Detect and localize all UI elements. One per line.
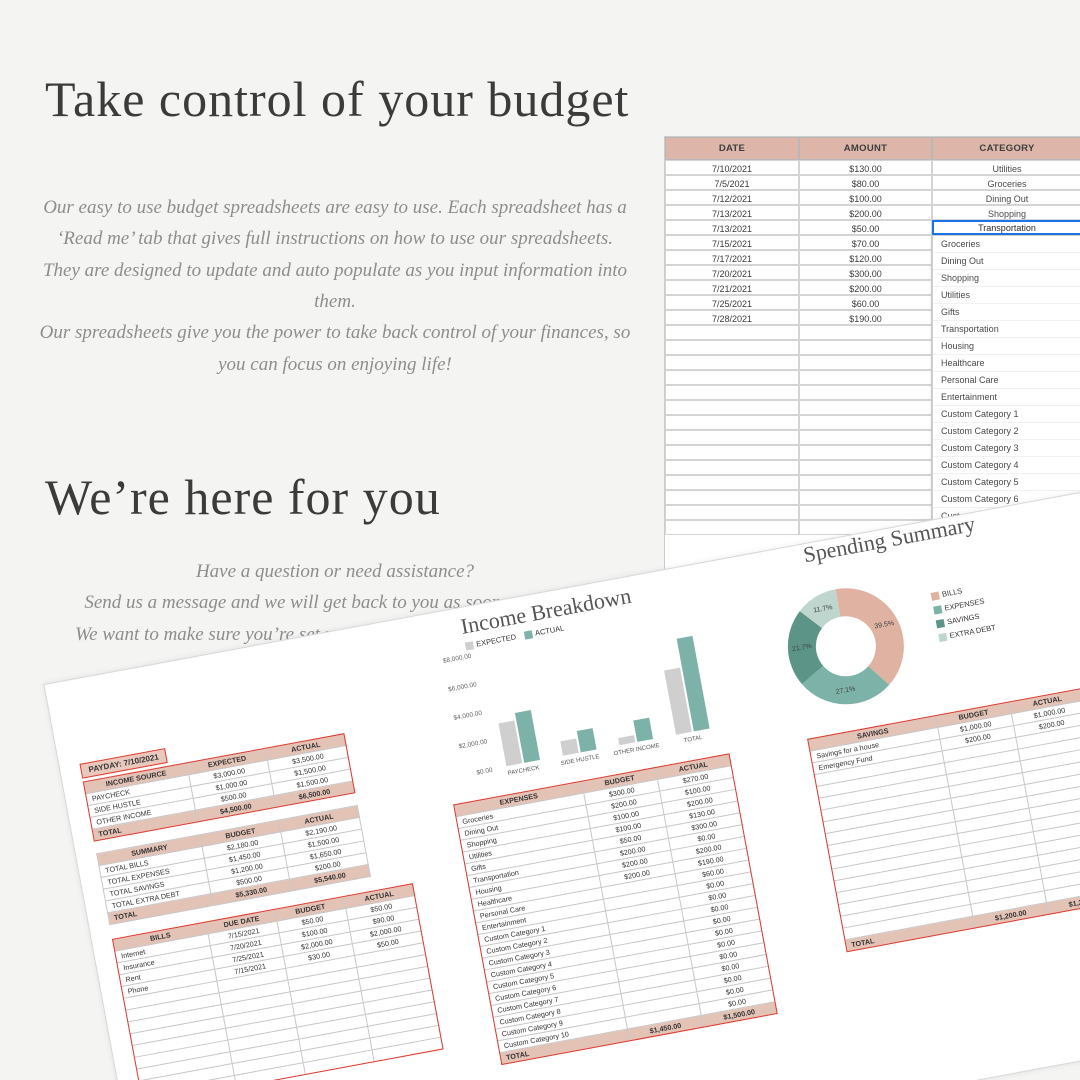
cell-date[interactable]: 7/25/2021: [665, 295, 799, 310]
cell-amount[interactable]: $300.00: [799, 265, 932, 280]
cell-date[interactable]: 7/28/2021: [665, 310, 799, 325]
svg-text:$8,000.00: $8,000.00: [442, 653, 472, 665]
dropdown-option[interactable]: Transportation: [933, 321, 1080, 338]
table-row: 7/20/2021$300.00: [665, 265, 932, 280]
table-row: [665, 355, 932, 370]
svg-text:SIDE HUSTLE: SIDE HUSTLE: [560, 754, 600, 767]
cell-amount[interactable]: [799, 370, 932, 385]
cell-amount[interactable]: $120.00: [799, 250, 932, 265]
dropdown-option[interactable]: Dining Out: [933, 253, 1080, 270]
svg-text:$4,000.00: $4,000.00: [453, 710, 483, 722]
cell-category[interactable]: Shopping: [932, 205, 1080, 220]
cell-date[interactable]: 7/17/2021: [665, 250, 799, 265]
svg-text:PAYCHECK: PAYCHECK: [507, 765, 540, 777]
cell-date[interactable]: [665, 355, 799, 370]
expenses-table: EXPENSESBUDGETACTUALGroceries$300.00$270…: [453, 753, 778, 1065]
cell-amount[interactable]: $60.00: [799, 295, 932, 310]
dropdown-option[interactable]: Shopping: [933, 270, 1080, 287]
cell-category[interactable]: Utilities: [932, 160, 1080, 175]
cell-date[interactable]: 7/15/2021: [665, 235, 799, 250]
svg-text:TOTAL: TOTAL: [684, 735, 704, 744]
dropdown-option[interactable]: Housing: [933, 338, 1080, 355]
legend-swatch-actual: [524, 630, 533, 639]
category-dropdown-selected[interactable]: Transportation: [932, 220, 1080, 235]
cell-amount[interactable]: $80.00: [799, 175, 932, 190]
cell-date[interactable]: 7/12/2021: [665, 190, 799, 205]
cell-category[interactable]: Groceries: [932, 175, 1080, 190]
svg-text:$0.00: $0.00: [476, 767, 494, 777]
cell-date[interactable]: 7/21/2021: [665, 280, 799, 295]
cell-amount[interactable]: [799, 340, 932, 355]
cell-amount[interactable]: $200.00: [799, 280, 932, 295]
table-header-row: DATE AMOUNT CATEGORY: [665, 137, 1080, 160]
dropdown-option[interactable]: Groceries: [933, 236, 1080, 253]
dropdown-option[interactable]: Gifts: [933, 304, 1080, 321]
table-row: 7/28/2021$190.00: [665, 310, 932, 325]
cell-amount[interactable]: $200.00: [799, 205, 932, 220]
table-row: [665, 370, 932, 385]
table-row: 7/13/2021$200.00: [665, 205, 932, 220]
cell-amount[interactable]: [799, 355, 932, 370]
cell-amount[interactable]: $50.00: [799, 220, 932, 235]
svg-text:$2,000.00: $2,000.00: [458, 738, 488, 750]
budget-by-paycheck-screenshot: ▾ Budget by Paycheck Income Breakdown Sp…: [0, 296, 1080, 1080]
col-header-date: DATE: [665, 137, 799, 160]
col-header-amount: AMOUNT: [799, 137, 932, 160]
cell-date[interactable]: [665, 400, 799, 415]
table-row: 7/10/2021$130.00: [665, 160, 932, 175]
cell-amount[interactable]: $100.00: [799, 190, 932, 205]
body-1: Our easy to use budget spreadsheets are …: [30, 192, 640, 380]
svg-text:$6,000.00: $6,000.00: [448, 681, 478, 693]
donut-legend: BILLSEXPENSESSAVINGSEXTRA DEBT: [930, 580, 997, 646]
cell-date[interactable]: 7/13/2021: [665, 220, 799, 235]
cell-date[interactable]: [665, 385, 799, 400]
legend-swatch-expected: [465, 641, 474, 650]
svg-text:OTHER INCOME: OTHER INCOME: [613, 743, 660, 757]
table-row: 7/25/2021$60.00: [665, 295, 932, 310]
cell-amount[interactable]: $190.00: [799, 310, 932, 325]
table-row: 7/13/2021$50.00: [665, 220, 932, 235]
cell-date[interactable]: 7/20/2021: [665, 265, 799, 280]
dropdown-option[interactable]: Utilities: [933, 287, 1080, 304]
table-row: 7/5/2021$80.00: [665, 175, 932, 190]
table-row: 7/15/2021$70.00: [665, 235, 932, 250]
table-row: 7/12/2021$100.00: [665, 190, 932, 205]
table-row: [665, 340, 932, 355]
cell-amount[interactable]: [799, 325, 932, 340]
table-row: 7/17/2021$120.00: [665, 250, 932, 265]
table-row: 7/21/2021$200.00: [665, 280, 932, 295]
cell-date[interactable]: [665, 340, 799, 355]
cell-amount[interactable]: $70.00: [799, 235, 932, 250]
col-header-category: CATEGORY: [932, 137, 1080, 160]
savings-table: SAVINGSBUDGETACTUALSavings for a house$1…: [807, 688, 1080, 953]
cell-amount[interactable]: $130.00: [799, 160, 932, 175]
headline-1: Take control of your budget: [45, 68, 685, 131]
cell-date[interactable]: 7/5/2021: [665, 175, 799, 190]
cell-category[interactable]: Dining Out: [932, 190, 1080, 205]
cell-date[interactable]: [665, 325, 799, 340]
cell-date[interactable]: 7/10/2021: [665, 160, 799, 175]
table-row: [665, 325, 932, 340]
cell-date[interactable]: [665, 370, 799, 385]
cell-date[interactable]: 7/13/2021: [665, 205, 799, 220]
